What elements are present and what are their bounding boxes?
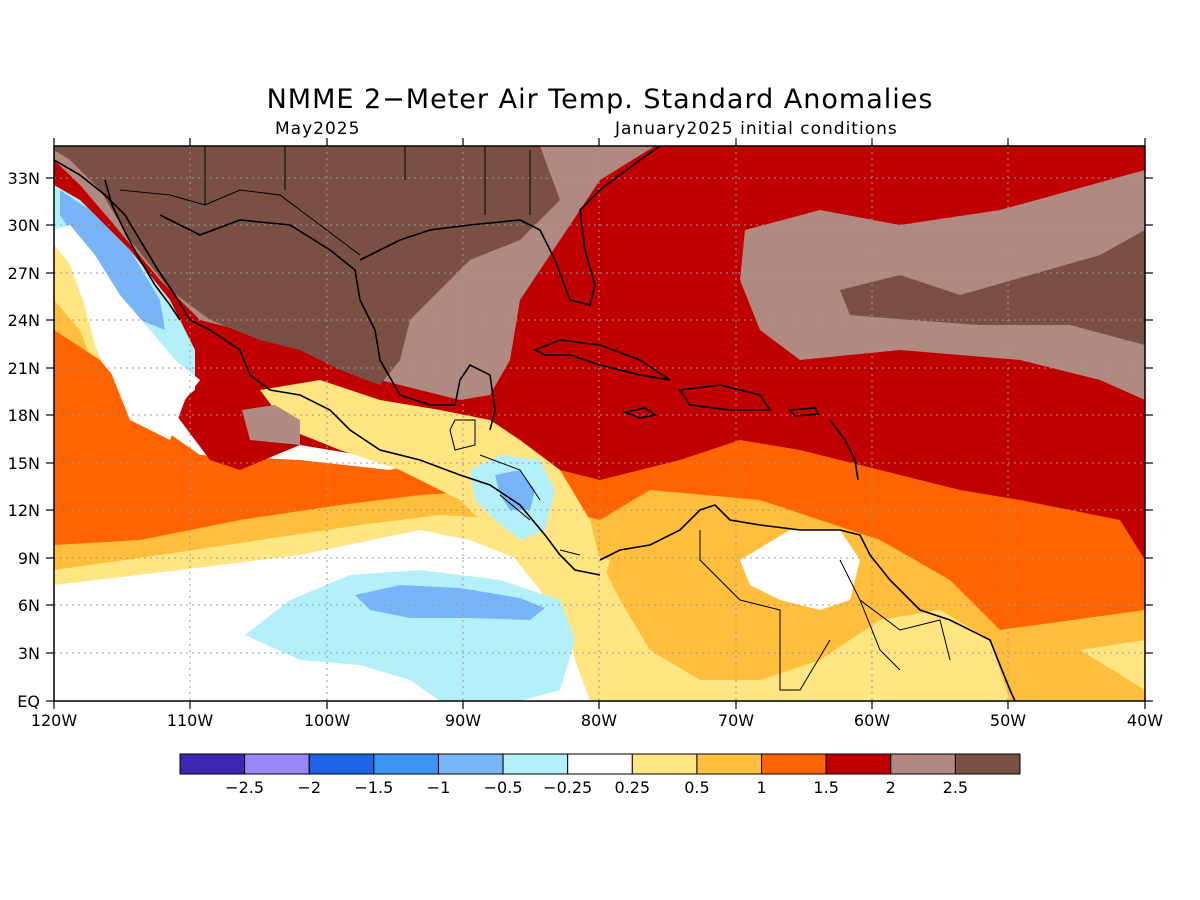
us-gulf-coast: [359, 146, 661, 306]
central-america-land-field: [260, 380, 1010, 701]
colorbar-swatch: [631, 753, 698, 775]
init-conditions: January2025 initial conditions: [615, 119, 898, 139]
lat-label-9n: 9N: [18, 549, 40, 568]
anomaly-1-1.5-zone: [54, 330, 1145, 630]
colorbar-swatch: [696, 753, 763, 775]
us-state-lines: [204, 146, 531, 215]
cool-anomaly-central-america-core: [495, 470, 535, 510]
lat-label-6n: 6N: [18, 596, 40, 615]
lat-label-eq: EQ: [17, 692, 40, 711]
lon-label-40w: 40W: [1127, 711, 1163, 730]
colorbar-swatch: [954, 753, 1021, 775]
south-america-borders: [699, 530, 951, 691]
lon-label-110w: 110W: [167, 711, 214, 730]
mexico-pacific-coast: [54, 159, 601, 576]
valid-month: May2025: [275, 119, 361, 139]
colorbar-label: 1: [756, 778, 766, 797]
map-title: NMME 2−Meter Air Temp. Standard Anomalie…: [266, 84, 934, 115]
florida-warm-patch: [555, 275, 595, 310]
lon-label-60w: 60W: [854, 711, 890, 730]
colorbar-label: 2.5: [943, 778, 968, 797]
longitude-labels: 120W 110W 100W 90W 80W 70W 60W 50W 40W: [31, 711, 1163, 730]
central-america-borders: [449, 419, 581, 556]
latitude-labels: 33N 30N 27N 24N 21N 18N 15N 12N 9N 6N 3N…: [8, 169, 40, 711]
cool-anomaly-baja-core: [60, 190, 165, 330]
colorbar-label: −0.25: [543, 778, 592, 797]
colorbar-swatch: [308, 753, 375, 775]
colorbar-label: −1.5: [354, 778, 393, 797]
colorbar-swatch: [373, 753, 439, 775]
jamaica: [622, 407, 657, 419]
lon-label-70w: 70W: [718, 711, 754, 730]
country-borders: [119, 146, 951, 691]
lat-label-33n: 33N: [8, 169, 40, 188]
gulf-coast: [159, 214, 496, 431]
puerto-rico: [788, 407, 820, 417]
colorbar-label: −1: [427, 778, 451, 797]
baja-peninsula: [104, 179, 181, 321]
cuba: [533, 339, 671, 381]
cool-anomaly-pacific-core: [355, 585, 545, 620]
colorbar-swatch: [761, 753, 827, 775]
colorbar-label: 0.5: [684, 778, 709, 797]
lat-label-27n: 27N: [8, 264, 40, 283]
coastlines: [54, 146, 1016, 701]
colorbar-swatch: [825, 753, 892, 775]
colorbar-labels: −2.5 −2 −1.5 −1 −0.5 −0.25 0.25 0.5 1 1.5 2 2.5: [225, 778, 968, 797]
colorbar: [179, 753, 1021, 775]
lat-label-15n: 15N: [8, 454, 40, 473]
graticule: [54, 146, 1145, 701]
white-anomaly-venezuela: [740, 530, 860, 610]
colorbar-swatch: [437, 753, 504, 775]
colorbar-swatch: [244, 753, 310, 775]
lon-label-80w: 80W: [581, 711, 617, 730]
hispaniola: [678, 384, 772, 411]
colorbar-swatch: [179, 753, 246, 775]
lon-label-50w: 50W: [990, 711, 1026, 730]
colorbar-label: −2.5: [225, 778, 264, 797]
colorbar-label: 0.25: [614, 778, 650, 797]
lat-label-12n: 12N: [8, 501, 40, 520]
lon-label-120w: 120W: [31, 711, 78, 730]
lat-label-24n: 24N: [8, 311, 40, 330]
lat-label-21n: 21N: [8, 359, 40, 378]
lesser-antilles: [829, 419, 859, 481]
colorbar-label: 2: [886, 778, 896, 797]
colorbar-swatch: [502, 753, 569, 775]
lon-label-100w: 100W: [304, 711, 351, 730]
us-mexico-border: [119, 189, 361, 256]
lat-label-30n: 30N: [8, 216, 40, 235]
south-america-coast: [599, 504, 1016, 701]
colorbar-swatch: [567, 753, 633, 775]
anomaly-above-2.5-zone: [54, 146, 1145, 385]
white-anomaly-baja: [54, 225, 200, 440]
lon-label-90w: 90W: [445, 711, 481, 730]
colorbar-label: −0.5: [484, 778, 523, 797]
lat-label-3n: 3N: [18, 644, 40, 663]
axis-ticks: [46, 138, 1153, 709]
colorbar-swatch: [890, 753, 956, 775]
lat-label-18n: 18N: [8, 406, 40, 425]
colorbar-label: −2: [297, 778, 321, 797]
colorbar-label: 1.5: [813, 778, 838, 797]
